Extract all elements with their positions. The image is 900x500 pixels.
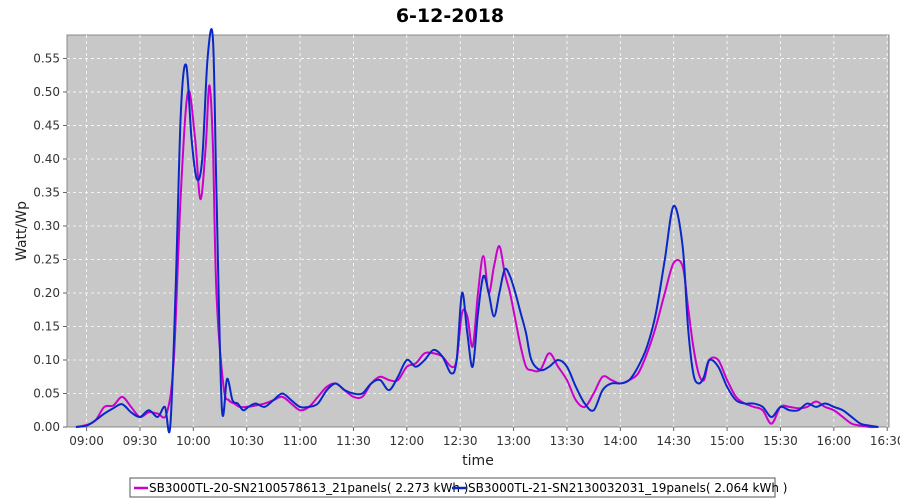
legend-label-series-2: SB3000TL-21-SN2130032031_19panels( 2.064… (468, 481, 787, 495)
y-tick-label: 0.30 (33, 219, 60, 233)
y-tick-label: 0.20 (33, 286, 60, 300)
x-tick-label: 14:00 (603, 434, 638, 448)
x-axis-ticks: 09:00 09:30 10:00 10:30 11:00 11:30 12:00 12:30… (69, 427, 900, 448)
x-tick-label: 14:30 (656, 434, 691, 448)
series-layer (75, 28, 879, 434)
grid-lines (67, 35, 889, 427)
x-tick-label: 12:30 (443, 434, 478, 448)
y-axis-ticks: 0.00 0.05 0.10 0.15 0.20 0.25 0.30 0.35 0.40 0.45… (33, 51, 67, 434)
x-tick-label: 10:00 (176, 434, 211, 448)
x-tick-label: 15:00 (710, 434, 745, 448)
plot-area (66, 34, 890, 428)
series-line-1 (75, 84, 879, 429)
x-tick-label: 12:00 (390, 434, 425, 448)
series-line-2 (75, 28, 879, 434)
x-tick-label: 16:00 (817, 434, 852, 448)
x-axis-label: time (462, 453, 494, 469)
legend: SB3000TL-20-SN2100578613_21panels( 2.273… (129, 477, 787, 498)
x-tick-label: 10:30 (229, 434, 264, 448)
y-tick-label: 0.25 (33, 252, 60, 266)
y-tick-label: 0.35 (33, 185, 60, 199)
y-tick-label: 0.05 (33, 386, 60, 400)
y-tick-label: 0.15 (33, 319, 60, 333)
x-tick-label: 11:30 (336, 434, 371, 448)
y-tick-label: 0.10 (33, 353, 60, 367)
legend-label-series-1: SB3000TL-20-SN2100578613_21panels( 2.273… (149, 481, 468, 495)
y-tick-label: 0.40 (33, 152, 60, 166)
x-tick-label: 16:30 (870, 434, 900, 448)
chart-title: 6-12-2018 (396, 5, 504, 27)
x-tick-label: 13:00 (496, 434, 531, 448)
y-tick-label: 0.50 (33, 85, 60, 99)
x-tick-label: 13:30 (550, 434, 585, 448)
y-axis-label: Watt/Wp (14, 201, 30, 261)
x-tick-label: 15:30 (763, 434, 798, 448)
x-tick-label: 09:30 (123, 434, 158, 448)
x-tick-label: 11:00 (283, 434, 318, 448)
y-tick-label: 0.55 (33, 51, 60, 65)
y-tick-label: 0.00 (33, 420, 60, 434)
y-tick-label: 0.45 (33, 118, 60, 132)
x-tick-label: 09:00 (69, 434, 104, 448)
